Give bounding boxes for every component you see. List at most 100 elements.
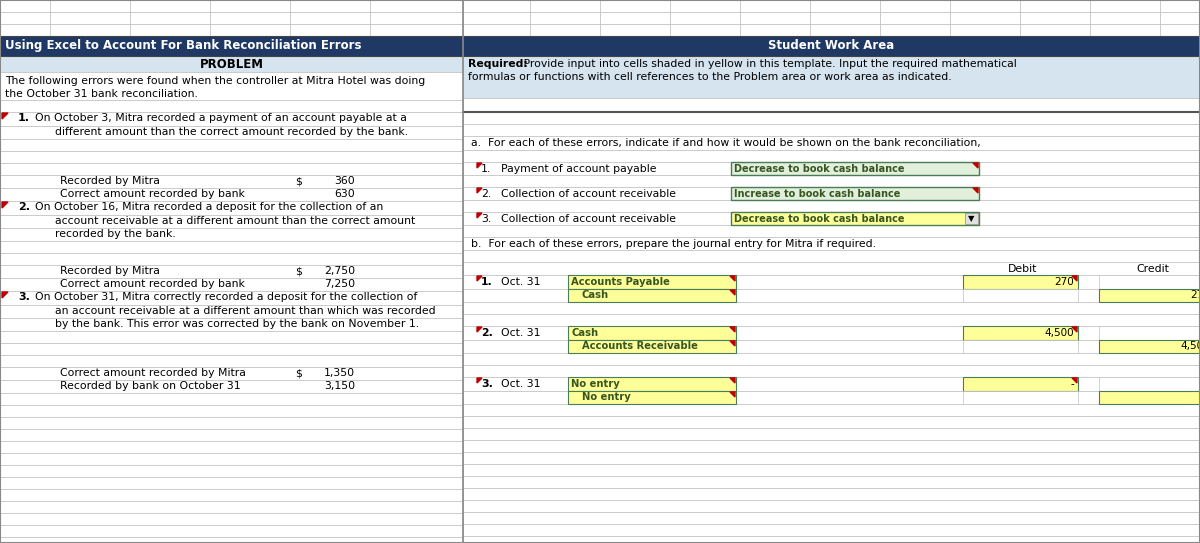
Bar bbox=[463, 340, 1200, 353]
Bar bbox=[463, 12, 530, 24]
Bar bbox=[964, 275, 1078, 289]
Text: 3,150: 3,150 bbox=[324, 381, 355, 391]
Polygon shape bbox=[478, 188, 482, 193]
Bar bbox=[1099, 289, 1200, 302]
Text: Debit: Debit bbox=[1008, 264, 1038, 274]
Polygon shape bbox=[478, 327, 482, 332]
Text: Correct amount recorded by Mitra: Correct amount recorded by Mitra bbox=[60, 368, 246, 378]
Bar bbox=[0, 12, 50, 24]
Bar bbox=[0, 367, 463, 380]
Bar bbox=[463, 391, 1200, 404]
Polygon shape bbox=[2, 292, 8, 298]
Bar bbox=[370, 24, 463, 36]
Bar bbox=[0, 72, 463, 100]
Bar bbox=[0, 318, 463, 331]
Bar bbox=[1160, 12, 1200, 24]
Bar bbox=[463, 0, 530, 12]
Bar bbox=[370, 12, 463, 24]
Text: On October 3, Mitra recorded a payment of an account payable at a: On October 3, Mitra recorded a payment o… bbox=[35, 113, 407, 123]
Bar bbox=[463, 250, 1200, 262]
Bar bbox=[1099, 340, 1200, 353]
Bar bbox=[670, 0, 740, 12]
Bar bbox=[1020, 12, 1090, 24]
Bar bbox=[0, 513, 463, 525]
Polygon shape bbox=[973, 163, 978, 168]
Bar bbox=[463, 536, 1200, 543]
Bar bbox=[0, 305, 463, 318]
Text: No entry: No entry bbox=[571, 379, 619, 389]
Text: PROBLEM: PROBLEM bbox=[199, 58, 264, 71]
Bar bbox=[965, 213, 978, 224]
Bar bbox=[463, 404, 1200, 416]
Text: Oct. 31: Oct. 31 bbox=[502, 328, 540, 338]
Bar bbox=[463, 476, 1200, 488]
Bar bbox=[130, 12, 210, 24]
Text: 3.: 3. bbox=[18, 292, 30, 302]
Text: On October 16, Mitra recorded a deposit for the collection of an: On October 16, Mitra recorded a deposit … bbox=[35, 202, 383, 212]
Bar bbox=[290, 12, 370, 24]
Bar bbox=[880, 24, 950, 36]
Text: by the bank. This error was corrected by the bank on November 1.: by the bank. This error was corrected by… bbox=[55, 319, 419, 329]
Text: 2.: 2. bbox=[18, 202, 30, 212]
Polygon shape bbox=[730, 392, 734, 397]
Text: the October 31 bank reconciliation.: the October 31 bank reconciliation. bbox=[5, 89, 198, 99]
Polygon shape bbox=[1072, 327, 1078, 332]
Bar bbox=[463, 200, 1200, 212]
Text: Recorded by Mitra: Recorded by Mitra bbox=[60, 176, 160, 186]
Bar bbox=[0, 163, 463, 175]
Bar bbox=[740, 12, 810, 24]
Bar bbox=[568, 340, 736, 353]
Bar bbox=[463, 326, 1200, 340]
Bar bbox=[740, 0, 810, 12]
Text: different amount than the correct amount recorded by the bank.: different amount than the correct amount… bbox=[55, 127, 408, 137]
Text: 1,350: 1,350 bbox=[324, 368, 355, 378]
Polygon shape bbox=[730, 327, 734, 332]
Bar bbox=[0, 151, 463, 163]
Bar bbox=[731, 162, 979, 175]
Bar bbox=[50, 24, 130, 36]
Bar bbox=[0, 126, 463, 139]
Bar bbox=[0, 253, 463, 265]
Text: 1.: 1. bbox=[481, 277, 493, 287]
Text: ▼: ▼ bbox=[968, 214, 974, 223]
Bar bbox=[0, 453, 463, 465]
Bar bbox=[964, 377, 1078, 391]
Polygon shape bbox=[478, 213, 482, 218]
Bar bbox=[0, 139, 463, 151]
Bar bbox=[463, 24, 530, 36]
Bar bbox=[600, 24, 670, 36]
Text: $: $ bbox=[295, 176, 302, 186]
Bar bbox=[0, 465, 463, 477]
Text: 630: 630 bbox=[335, 189, 355, 199]
Bar bbox=[463, 212, 1200, 225]
Text: Cash: Cash bbox=[571, 328, 598, 338]
Bar bbox=[463, 488, 1200, 500]
Bar bbox=[0, 441, 463, 453]
Polygon shape bbox=[973, 188, 978, 193]
Text: 270: 270 bbox=[1190, 290, 1200, 300]
Bar bbox=[1099, 377, 1200, 391]
Bar bbox=[50, 0, 130, 12]
Text: No entry: No entry bbox=[582, 392, 631, 402]
Bar bbox=[0, 380, 463, 393]
Bar bbox=[463, 237, 1200, 250]
Text: 3.: 3. bbox=[481, 214, 491, 224]
Bar bbox=[0, 343, 463, 355]
Text: 1.: 1. bbox=[481, 164, 491, 174]
Text: -: - bbox=[1070, 379, 1074, 389]
Bar bbox=[130, 0, 210, 12]
Bar bbox=[463, 500, 1200, 512]
Text: Collection of account receivable: Collection of account receivable bbox=[502, 214, 676, 224]
Bar bbox=[880, 12, 950, 24]
Bar bbox=[568, 377, 736, 391]
Text: Correct amount recorded by bank: Correct amount recorded by bank bbox=[60, 189, 245, 199]
Bar bbox=[463, 365, 1200, 377]
Bar bbox=[1020, 0, 1090, 12]
Bar bbox=[950, 0, 1020, 12]
Bar bbox=[0, 228, 463, 241]
Text: 270: 270 bbox=[1055, 277, 1074, 287]
Bar bbox=[568, 326, 736, 340]
Text: Decrease to book cash balance: Decrease to book cash balance bbox=[734, 164, 905, 174]
Bar bbox=[130, 24, 210, 36]
Bar bbox=[463, 112, 1200, 124]
